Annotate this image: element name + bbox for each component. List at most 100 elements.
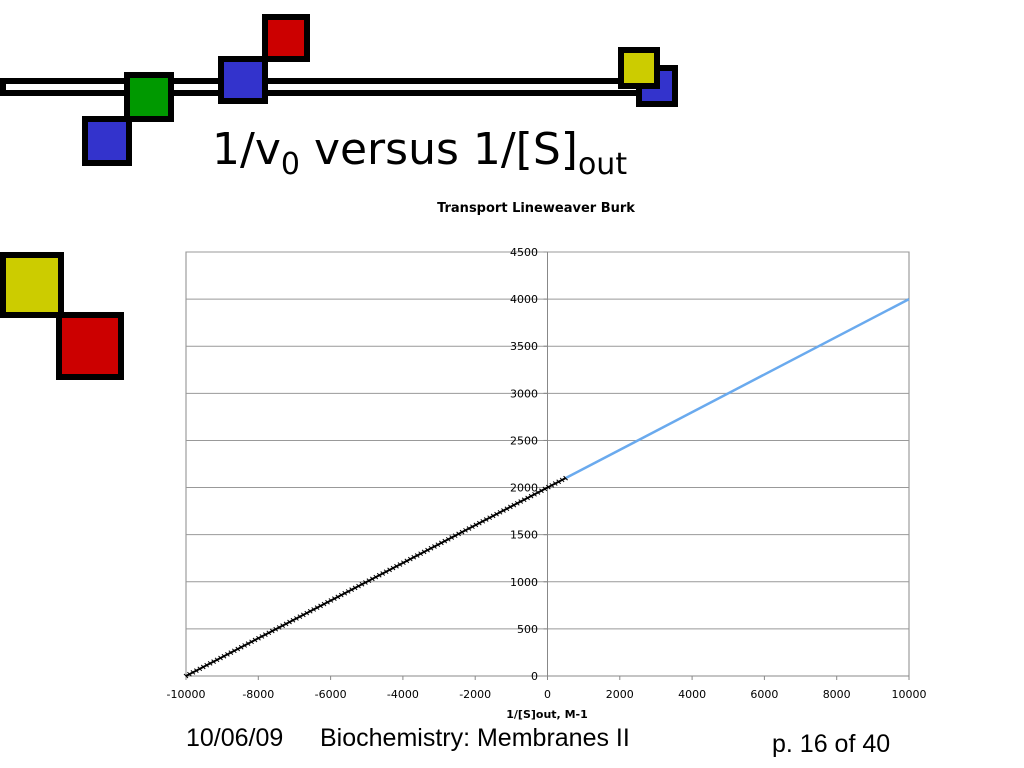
data-point-marker (259, 634, 265, 639)
data-point-marker (321, 601, 327, 607)
x-tick-label: -2000 (459, 688, 491, 701)
data-point-marker (528, 493, 534, 499)
data-point-marker (438, 540, 444, 546)
footer-page-number: p. 16 of 40 (772, 730, 891, 758)
data-point-marker (411, 554, 417, 560)
data-point-marker (245, 641, 251, 646)
data-point-marker (542, 486, 548, 492)
data-point-marker (394, 563, 399, 569)
x-tick-label: 10000 (892, 688, 927, 701)
data-point-marker (225, 652, 230, 657)
data-point-marker (532, 491, 537, 497)
y-tick-label: 4000 (510, 293, 538, 306)
data-point-marker (445, 536, 451, 542)
data-point-marker (238, 644, 244, 650)
y-tick-label: 0 (531, 670, 538, 683)
data-point-marker (559, 477, 565, 483)
data-point-marker (300, 612, 306, 618)
x-tick-label: 8000 (823, 688, 851, 701)
data-point-marker (356, 583, 361, 589)
x-tick-label: 6000 (750, 688, 778, 701)
green-square-decoration (124, 72, 174, 122)
blue-square-decoration (218, 56, 268, 104)
x-tick-label: -6000 (315, 688, 347, 701)
data-point-marker (311, 607, 317, 612)
data-point-marker (504, 506, 510, 512)
data-point-marker (252, 637, 258, 643)
data-point-marker (249, 639, 254, 645)
data-point-marker (328, 598, 334, 603)
y-tick-label: 2000 (510, 482, 538, 495)
data-point-marker (383, 569, 389, 575)
data-point-marker (214, 657, 220, 663)
data-point-marker (307, 608, 313, 614)
yellow-square-decoration (0, 252, 64, 318)
data-point-marker (490, 513, 496, 519)
data-point-marker (235, 646, 241, 652)
data-point-marker (193, 668, 199, 673)
x-tick-label: -8000 (242, 688, 274, 701)
data-point-marker (407, 556, 413, 562)
data-point-marker (197, 666, 203, 672)
data-point-marker (332, 596, 337, 602)
red-square-decoration (262, 14, 310, 62)
data-point-marker (294, 616, 299, 621)
footer-course: Biochemistry: Membranes II (320, 724, 630, 752)
data-point-marker (459, 529, 465, 535)
title-subscript-out: out (577, 146, 628, 182)
data-point-marker (369, 576, 375, 582)
data-point-marker (518, 499, 524, 504)
data-point-marker (425, 547, 430, 553)
data-point-marker (432, 544, 437, 549)
y-tick-label: 1500 (510, 529, 538, 542)
data-point-marker (494, 511, 499, 517)
data-point-marker (466, 526, 472, 531)
y-tick-label: 3000 (510, 387, 538, 400)
y-tick-label: 3500 (510, 340, 538, 353)
data-point-marker (200, 664, 206, 670)
data-point-marker (373, 574, 379, 580)
data-point-marker (269, 628, 275, 634)
data-point-marker (535, 490, 541, 495)
data-point-marker (401, 560, 406, 566)
data-point-marker (456, 531, 461, 537)
data-point-marker (387, 567, 392, 573)
y-tick-label: 1000 (510, 576, 538, 589)
data-point-marker (228, 650, 234, 655)
chart-title: Transport Lineweaver Burk (437, 201, 635, 216)
data-point-marker (359, 581, 365, 587)
data-point-marker (187, 671, 192, 677)
data-point-marker (549, 482, 555, 488)
data-point-marker (380, 571, 386, 576)
data-point-marker (525, 495, 530, 501)
data-point-marker (508, 504, 513, 510)
data-point-marker (304, 610, 310, 616)
x-tick-label: -10000 (167, 688, 206, 701)
data-point-marker (204, 662, 210, 668)
data-point-marker (563, 475, 568, 481)
data-point-marker (556, 479, 562, 485)
data-point-marker (338, 592, 344, 598)
data-point-marker (404, 558, 410, 564)
data-point-marker (397, 562, 403, 567)
axes (185, 251, 910, 680)
data-point-marker (211, 659, 216, 664)
data-point-marker (363, 580, 368, 585)
data-point-marker (218, 655, 223, 661)
x-tick-labels: -10000 -8000 -6000 -4000 -2000 0 2000 4000 6000 8… (167, 688, 927, 701)
data-point-marker (421, 549, 427, 555)
data-point-marker (273, 626, 279, 632)
title-main: 1/v (212, 124, 281, 175)
series-group (183, 298, 910, 679)
data-point-marker (325, 599, 330, 605)
x-tick-label: -4000 (387, 688, 419, 701)
y-tick-labels: 0 500 1000 1500 2000 2500 3000 3500 4000 4500 (510, 246, 538, 683)
y-tick-label: 500 (517, 623, 538, 636)
data-point-marker (390, 565, 396, 571)
data-point-marker (514, 500, 520, 506)
data-point-marker (487, 515, 493, 521)
data-point-marker (473, 522, 479, 528)
yellow-square-decoration (618, 47, 660, 89)
data-point-marker (511, 502, 517, 508)
data-point-marker (349, 587, 354, 593)
